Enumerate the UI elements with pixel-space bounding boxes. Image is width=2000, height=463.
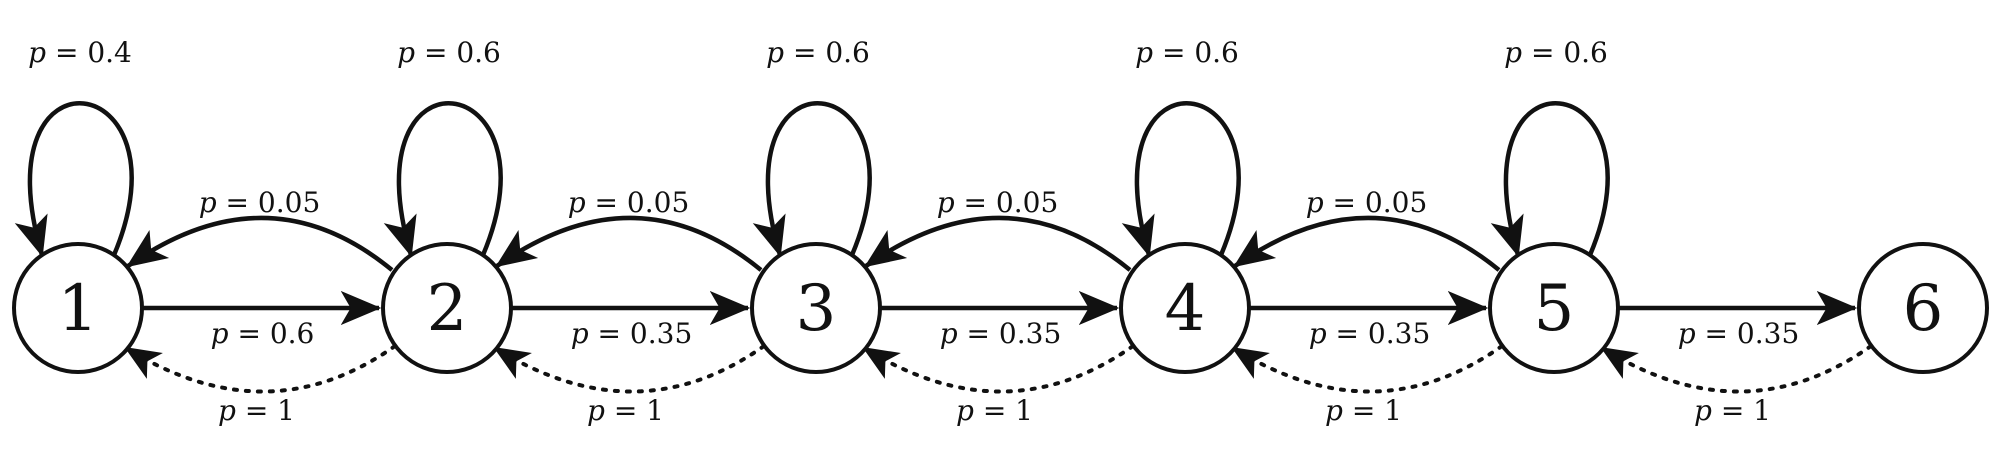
reset-transition-label: p = 1 [1694,394,1771,427]
state-node-label: 3 [796,272,837,346]
state-node: 3 [752,244,880,372]
self-loop-arrow [1137,103,1239,255]
self-loop-label: p = 0.4 [28,36,132,69]
self-loop-label: p = 0.6 [1135,36,1239,69]
reset-transition-label: p = 1 [587,394,664,427]
backward-transition-label: p = 0.05 [199,186,321,219]
self-loop-arrow [30,103,132,255]
self-loop-label: p = 0.6 [397,36,501,69]
reset-transition-arrow [1233,346,1502,392]
state-node: 5 [1490,244,1618,372]
forward-transition-label: p = 0.6 [211,317,315,350]
reset-transition-arrow [126,346,395,392]
backward-transition-label: p = 0.05 [1306,186,1428,219]
reset-transition-arrow [1602,346,1871,392]
self-loop-arrow [399,103,501,255]
self-loop-label: p = 0.6 [1504,36,1608,69]
backward-transition-arrow [866,218,1130,270]
forward-transition-label: p = 0.35 [571,317,693,350]
forward-transition-label: p = 0.35 [1678,317,1800,350]
state-node-label: 1 [58,272,99,346]
state-node: 4 [1121,244,1249,372]
backward-transition-arrow [128,218,392,270]
self-loop-arrow [768,103,870,255]
reset-transition-label: p = 1 [218,394,295,427]
state-node-label: 4 [1165,272,1206,346]
state-node-label: 6 [1903,272,1944,346]
state-node-label: 5 [1534,272,1575,346]
self-loop-arrow [1506,103,1608,255]
backward-transition-label: p = 0.05 [568,186,690,219]
reset-transition-label: p = 1 [1325,394,1402,427]
state-node: 6 [1859,244,1987,372]
state-node-label: 2 [427,272,468,346]
state-node: 2 [383,244,511,372]
state-node: 1 [14,244,142,372]
reset-transition-arrow [864,346,1133,392]
reset-transition-label: p = 1 [956,394,1033,427]
forward-transition-label: p = 0.35 [940,317,1062,350]
backward-transition-label: p = 0.05 [937,186,1059,219]
reset-transition-arrow [495,346,764,392]
backward-transition-arrow [1235,218,1499,270]
forward-transition-label: p = 0.35 [1309,317,1431,350]
backward-transition-arrow [497,218,761,270]
self-loop-label: p = 0.6 [766,36,870,69]
